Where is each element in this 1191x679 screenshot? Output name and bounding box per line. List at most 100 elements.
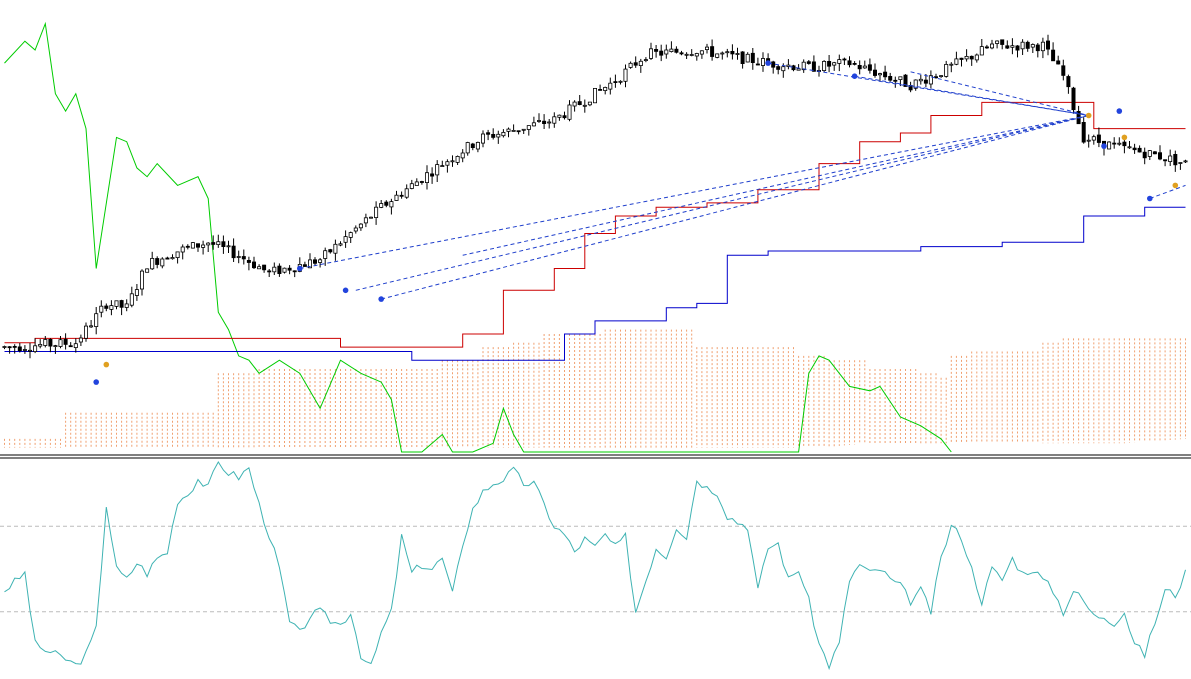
- candle[interactable]: [572, 100, 577, 112]
- candle[interactable]: [99, 300, 104, 318]
- trendline[interactable]: [768, 62, 1089, 116]
- candle[interactable]: [470, 142, 475, 151]
- candle[interactable]: [1040, 37, 1045, 59]
- candle[interactable]: [1030, 43, 1035, 53]
- candle[interactable]: [959, 57, 964, 67]
- candle[interactable]: [185, 244, 190, 250]
- candle[interactable]: [577, 95, 582, 106]
- candle[interactable]: [679, 50, 684, 56]
- candle[interactable]: [84, 322, 89, 342]
- candle[interactable]: [720, 51, 725, 60]
- candle[interactable]: [944, 60, 949, 78]
- candle[interactable]: [923, 74, 928, 87]
- candle[interactable]: [888, 72, 893, 82]
- candle[interactable]: [979, 39, 984, 56]
- candle[interactable]: [211, 235, 216, 250]
- candle[interactable]: [699, 50, 704, 59]
- trendline[interactable]: [910, 71, 1089, 116]
- signal-marker-orange[interactable]: [1085, 112, 1092, 119]
- candle[interactable]: [918, 75, 923, 85]
- candle[interactable]: [2, 345, 7, 350]
- candle[interactable]: [928, 70, 933, 89]
- signal-marker-blue[interactable]: [378, 296, 385, 302]
- candle[interactable]: [822, 60, 827, 73]
- candle[interactable]: [109, 300, 114, 316]
- candle[interactable]: [587, 101, 592, 107]
- candle[interactable]: [424, 165, 429, 190]
- candle[interactable]: [430, 167, 435, 184]
- candle[interactable]: [755, 57, 760, 66]
- candle[interactable]: [745, 52, 750, 63]
- candle[interactable]: [338, 241, 343, 247]
- candle[interactable]: [715, 53, 720, 59]
- candle[interactable]: [374, 201, 379, 225]
- candle[interactable]: [277, 263, 282, 277]
- oscillator-line[interactable]: [4, 461, 1186, 671]
- signal-marker-blue[interactable]: [1101, 143, 1107, 149]
- candle[interactable]: [12, 344, 17, 354]
- signal-marker-blue[interactable]: [1116, 108, 1123, 114]
- candle[interactable]: [496, 130, 501, 144]
- candle[interactable]: [353, 225, 358, 234]
- candle[interactable]: [537, 113, 542, 123]
- candle[interactable]: [226, 240, 231, 253]
- candle[interactable]: [38, 339, 43, 349]
- candle[interactable]: [231, 238, 236, 262]
- trendline[interactable]: [381, 115, 1089, 300]
- candle[interactable]: [435, 160, 440, 182]
- candle[interactable]: [480, 130, 485, 148]
- signal-marker-blue[interactable]: [297, 265, 303, 272]
- candle[interactable]: [1000, 39, 1005, 50]
- candle[interactable]: [379, 200, 384, 209]
- candle[interactable]: [1066, 74, 1071, 94]
- main-price-panel[interactable]: [2, 21, 1188, 453]
- signal-marker-orange[interactable]: [1172, 182, 1179, 189]
- candle[interactable]: [669, 41, 674, 53]
- candle[interactable]: [771, 60, 776, 74]
- candle[interactable]: [969, 55, 974, 66]
- candle[interactable]: [175, 251, 180, 264]
- signal-marker-blue[interactable]: [342, 287, 349, 294]
- candle[interactable]: [43, 336, 48, 348]
- candle[interactable]: [1178, 162, 1183, 170]
- candle[interactable]: [705, 43, 710, 54]
- candle[interactable]: [246, 256, 251, 271]
- candle[interactable]: [735, 47, 740, 60]
- candle[interactable]: [33, 338, 38, 354]
- candle[interactable]: [613, 74, 618, 88]
- trendline[interactable]: [462, 115, 1089, 256]
- signal-marker-orange[interactable]: [1121, 134, 1128, 141]
- candle[interactable]: [1132, 143, 1137, 154]
- candle[interactable]: [323, 247, 328, 266]
- candle[interactable]: [1061, 59, 1066, 81]
- candle[interactable]: [272, 262, 277, 276]
- candle[interactable]: [684, 52, 689, 59]
- signal-marker-orange[interactable]: [103, 361, 110, 368]
- trendline[interactable]: [299, 115, 1089, 269]
- candle[interactable]: [893, 76, 898, 88]
- candle[interactable]: [53, 344, 58, 354]
- candle[interactable]: [801, 59, 806, 73]
- candle[interactable]: [206, 242, 211, 252]
- candle[interactable]: [94, 307, 99, 335]
- candle[interactable]: [190, 242, 195, 249]
- candle[interactable]: [659, 44, 664, 62]
- candle[interactable]: [603, 86, 608, 95]
- candle[interactable]: [516, 130, 521, 135]
- candle[interactable]: [542, 114, 547, 129]
- candle[interactable]: [384, 200, 389, 208]
- candle[interactable]: [501, 129, 506, 138]
- candle[interactable]: [689, 49, 694, 57]
- candle[interactable]: [598, 84, 603, 91]
- candle[interactable]: [104, 303, 109, 312]
- candle[interactable]: [934, 73, 939, 79]
- candle[interactable]: [394, 190, 399, 201]
- candle[interactable]: [608, 77, 613, 95]
- candle[interactable]: [547, 119, 552, 129]
- candle[interactable]: [460, 149, 465, 163]
- candle[interactable]: [827, 55, 832, 73]
- candle[interactable]: [358, 223, 363, 231]
- candle[interactable]: [139, 269, 144, 296]
- candle[interactable]: [740, 51, 745, 69]
- candle[interactable]: [1147, 150, 1152, 160]
